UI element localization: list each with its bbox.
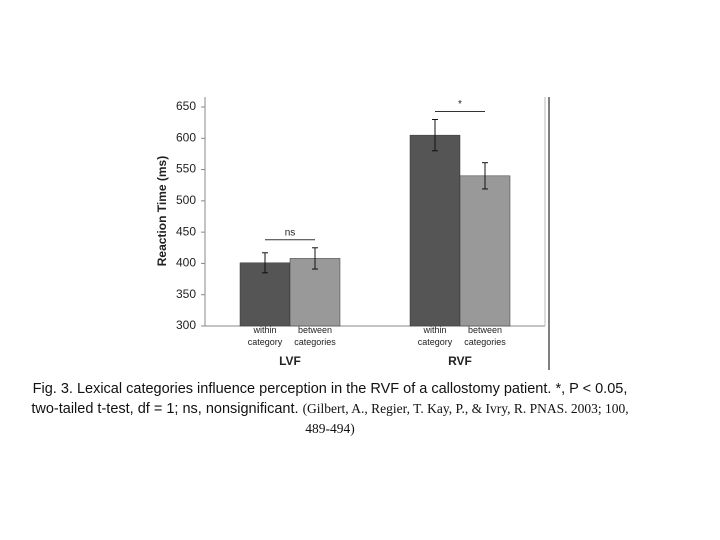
y-tick-label: 550 (176, 162, 196, 176)
error-bar (432, 119, 438, 152)
y-tick-label: 650 (176, 99, 196, 113)
bar (239, 262, 291, 327)
group-label: RVF (448, 354, 472, 368)
y-tick-label: 350 (176, 287, 196, 301)
caption-text: Fig. 3. Lexical categories influence per… (31, 381, 628, 417)
caption: Fig. 3. Lexical categories influence per… (25, 379, 635, 439)
bar (459, 175, 511, 327)
bar-label: within category (248, 325, 283, 347)
error-bar (262, 252, 268, 274)
significance-label: ns (285, 227, 296, 238)
y-tick-label: 500 (176, 193, 196, 207)
citation: (Gilbert, A., Regier, T. Kay, P., & Ivry… (302, 401, 629, 436)
bar-label: between categories (294, 325, 336, 347)
y-tick-label: 300 (176, 318, 196, 332)
error-bar (482, 162, 488, 190)
group-label: LVF (279, 354, 301, 368)
y-tick-label: 450 (176, 224, 196, 238)
bar-label: between categories (464, 325, 506, 347)
significance-label: * (458, 99, 462, 110)
bar (289, 258, 341, 327)
y-tick-label: 600 (176, 130, 196, 144)
error-bar (312, 247, 318, 270)
y-axis-title: Reaction Time (ms) (155, 156, 169, 266)
y-tick-label: 400 (176, 256, 196, 270)
bar-label: within category (418, 325, 453, 347)
bar (409, 134, 461, 327)
